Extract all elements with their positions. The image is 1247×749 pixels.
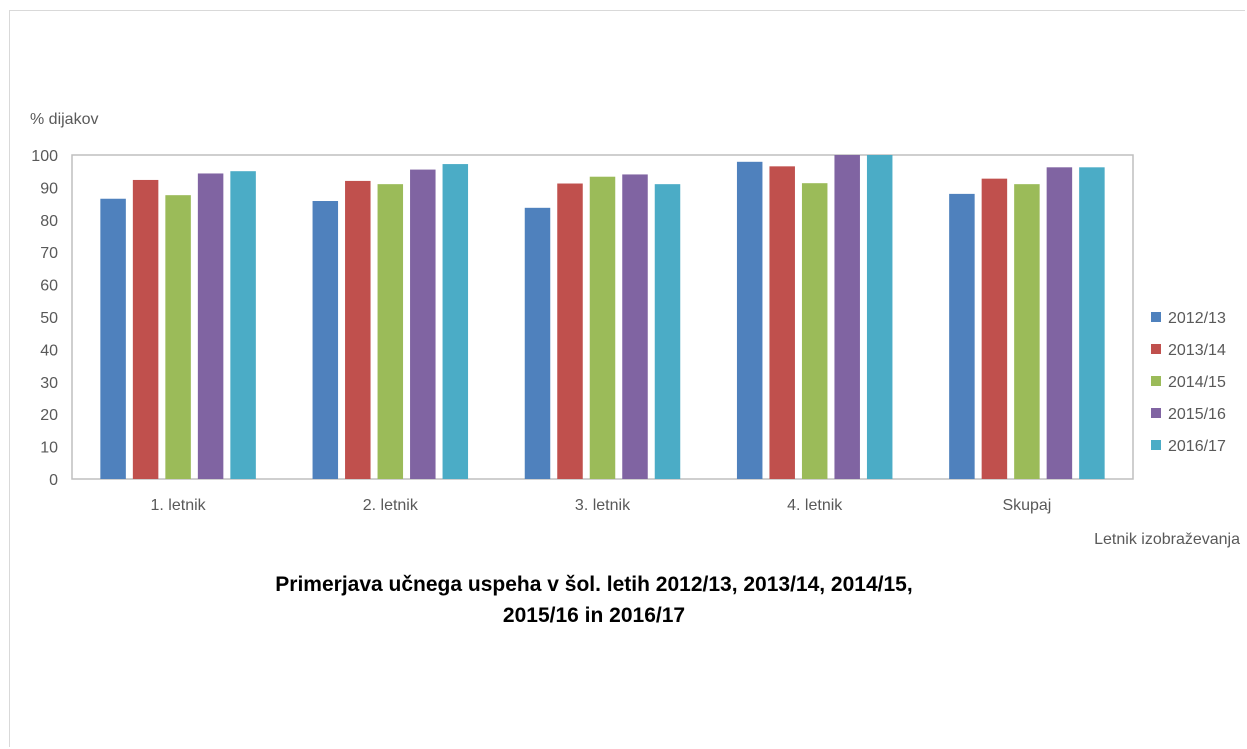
bar-2012-13 [736, 161, 763, 479]
y-axis-ticks: 0 10 20 30 40 50 60 70 80 90 100 [31, 148, 58, 489]
bar-2012-13 [100, 198, 126, 480]
bar-2013-14 [769, 166, 795, 479]
y-tick-label: 90 [40, 180, 58, 197]
bar-2013-14 [345, 180, 371, 480]
legend-label: 2014/15 [1168, 374, 1226, 391]
x-axis-ticks: 1. letnik 2. letnik 3. letnik 4. letnik Skup… [151, 497, 1052, 514]
legend-swatch [1151, 440, 1161, 450]
bar-2016-17 [442, 164, 469, 479]
legend-label: 2015/16 [1168, 406, 1226, 423]
y-tick-label: 30 [40, 375, 58, 392]
y-tick-label: 0 [49, 472, 58, 489]
bar-2013-14 [132, 179, 159, 479]
legend-swatch [1151, 376, 1161, 386]
x-tick-label: 4. letnik [787, 497, 843, 514]
bar-2016-17 [866, 155, 893, 479]
x-tick-label: Skupaj [1002, 497, 1051, 514]
x-tick-label: 2. letnik [363, 497, 419, 514]
bar-2015-16 [622, 174, 648, 479]
bars [100, 155, 1105, 480]
y-tick-label: 100 [31, 148, 58, 165]
bar-2012-13 [524, 207, 551, 479]
bar-2012-13 [312, 201, 339, 479]
y-tick-label: 70 [40, 245, 58, 262]
legend-label: 2013/14 [1168, 342, 1226, 359]
bar-2013-14 [981, 178, 1008, 480]
bar-2016-17 [230, 171, 256, 479]
y-tick-label: 40 [40, 342, 58, 359]
legend-swatch [1151, 408, 1161, 418]
bar-2014-15 [801, 183, 828, 480]
y-tick-label: 60 [40, 278, 58, 295]
chart-title-line-1: Primerjava učnega uspeha v šol. letih 20… [275, 573, 912, 596]
y-axis-title: % dijakov [30, 111, 98, 128]
x-axis-title: Letnik izobraževanja [1094, 531, 1240, 548]
legend-swatch [1151, 344, 1161, 354]
bar-2015-16 [197, 173, 224, 479]
bar-2014-15 [1014, 184, 1040, 479]
bar-2016-17 [1079, 167, 1105, 479]
y-tick-label: 50 [40, 310, 58, 327]
bar-2015-16 [834, 155, 860, 479]
bar-2014-15 [589, 176, 616, 479]
y-tick-label: 10 [40, 440, 58, 457]
legend-label: 2012/13 [1168, 310, 1226, 327]
legend: 2012/13 2013/14 2014/15 2015/16 2016/17 [1151, 310, 1226, 455]
y-tick-label: 20 [40, 407, 58, 424]
legend-swatch [1151, 312, 1161, 322]
y-tick-label: 80 [40, 213, 58, 230]
bar-2013-14 [557, 183, 583, 479]
bar-2014-15 [165, 195, 191, 479]
bar-2015-16 [410, 169, 436, 479]
bar-2015-16 [1046, 167, 1073, 479]
x-tick-label: 3. letnik [575, 497, 631, 514]
bar-2016-17 [654, 184, 681, 479]
chart-title-line-2: 2015/16 in 2016/17 [503, 604, 685, 627]
bar-2012-13 [949, 193, 975, 479]
legend-label: 2016/17 [1168, 438, 1226, 455]
bar-2014-15 [377, 184, 404, 479]
x-tick-label: 1. letnik [151, 497, 207, 514]
